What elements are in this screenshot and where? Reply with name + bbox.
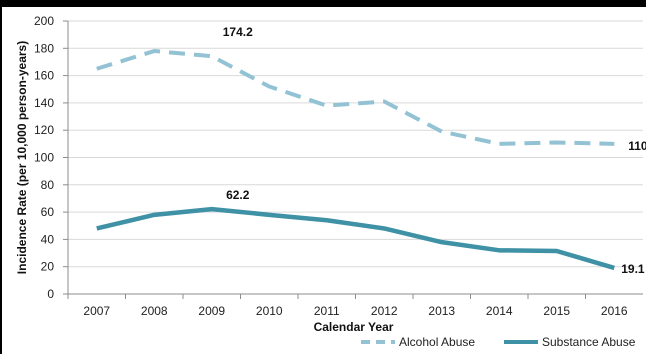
data-labels: 174.2 110 62.2 19.1 — [223, 25, 646, 276]
x-tick-label: 2007 — [83, 304, 110, 318]
series-line-alcohol-abuse — [96, 49, 615, 146]
x-tick-labels: 2007 2008 2009 2010 2011 2012 2013 2014 2015 2016 — [67, 294, 628, 318]
x-tick-label: 2008 — [141, 304, 168, 318]
series-lines — [96, 49, 615, 271]
y-tick-label: 180 — [34, 41, 54, 55]
legend-label-alcohol-abuse: Alcohol Abuse — [399, 335, 475, 349]
x-tick-label: 2012 — [371, 304, 398, 318]
y-axis-title: Incidence Rate (per 10,000 person-years) — [15, 41, 29, 274]
x-axis-title: Calendar Year — [314, 320, 394, 334]
y-tick-label: 0 — [47, 287, 54, 301]
data-label: 19.1 — [621, 262, 645, 276]
data-label: 62.2 — [226, 188, 250, 202]
x-tick-label: 2010 — [256, 304, 283, 318]
y-tick-label: 140 — [34, 96, 54, 110]
y-tick-label: 40 — [41, 232, 55, 246]
x-tick-label: 2013 — [428, 304, 455, 318]
data-label: 174.2 — [223, 25, 253, 39]
x-tick-label: 2016 — [601, 304, 628, 318]
y-tick-labels: 0 20 40 60 80 100 120 140 160 180 200 — [34, 14, 54, 301]
gridlines — [63, 20, 643, 295]
x-tick-label: 2014 — [486, 304, 513, 318]
legend: Alcohol Abuse Substance Abuse — [361, 335, 636, 349]
y-tick-label: 200 — [34, 14, 54, 28]
x-tick-label: 2011 — [314, 304, 340, 318]
y-tick-label: 100 — [34, 151, 54, 165]
y-tick-label: 120 — [34, 123, 54, 137]
y-tick-label: 20 — [41, 260, 55, 274]
legend-label-substance-abuse: Substance Abuse — [542, 335, 636, 349]
y-tick-label: 160 — [34, 69, 54, 83]
y-tick-label: 80 — [41, 178, 55, 192]
x-tick-label: 2009 — [198, 304, 225, 318]
y-tick-label: 60 — [41, 205, 55, 219]
x-tick-label: 2015 — [543, 304, 570, 318]
series-line-substance-abuse — [96, 206, 615, 271]
data-label: 110 — [628, 139, 646, 153]
